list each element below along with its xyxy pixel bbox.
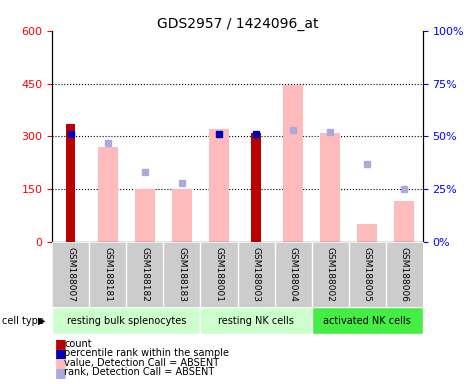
Text: GSM188182: GSM188182 bbox=[141, 247, 149, 302]
Text: resting NK cells: resting NK cells bbox=[218, 316, 294, 326]
Text: GSM188181: GSM188181 bbox=[104, 247, 112, 302]
Text: activated NK cells: activated NK cells bbox=[323, 316, 411, 326]
Text: GSM188006: GSM188006 bbox=[400, 247, 408, 302]
Text: ▶: ▶ bbox=[38, 316, 46, 326]
Text: ■: ■ bbox=[55, 337, 66, 350]
Bar bbox=[320, 133, 340, 242]
Bar bbox=[357, 224, 377, 242]
Text: GDS2957 / 1424096_at: GDS2957 / 1424096_at bbox=[157, 17, 318, 31]
Text: ■: ■ bbox=[55, 366, 66, 379]
Bar bbox=[200, 307, 312, 334]
Text: value, Detection Call = ABSENT: value, Detection Call = ABSENT bbox=[64, 358, 219, 368]
Text: GSM188001: GSM188001 bbox=[215, 247, 223, 302]
Bar bbox=[172, 189, 192, 242]
Text: ■: ■ bbox=[55, 347, 66, 360]
Text: GSM188183: GSM188183 bbox=[178, 247, 186, 302]
Text: GSM188003: GSM188003 bbox=[252, 247, 260, 302]
Bar bbox=[312, 307, 423, 334]
Bar bbox=[135, 189, 155, 242]
Bar bbox=[251, 133, 261, 242]
Text: resting bulk splenocytes: resting bulk splenocytes bbox=[66, 316, 186, 326]
Text: GSM188007: GSM188007 bbox=[66, 247, 75, 302]
Text: GSM188005: GSM188005 bbox=[363, 247, 371, 302]
Bar bbox=[52, 307, 200, 334]
Text: GSM188002: GSM188002 bbox=[326, 247, 334, 302]
Bar bbox=[98, 147, 118, 242]
Text: rank, Detection Call = ABSENT: rank, Detection Call = ABSENT bbox=[64, 367, 214, 377]
Bar bbox=[66, 124, 76, 242]
Text: cell type: cell type bbox=[2, 316, 44, 326]
Text: count: count bbox=[64, 339, 92, 349]
Text: ■: ■ bbox=[55, 356, 66, 369]
Bar bbox=[283, 85, 303, 242]
Text: percentile rank within the sample: percentile rank within the sample bbox=[64, 348, 229, 358]
Text: GSM188004: GSM188004 bbox=[289, 247, 297, 302]
Bar bbox=[209, 129, 229, 242]
Bar bbox=[394, 202, 414, 242]
